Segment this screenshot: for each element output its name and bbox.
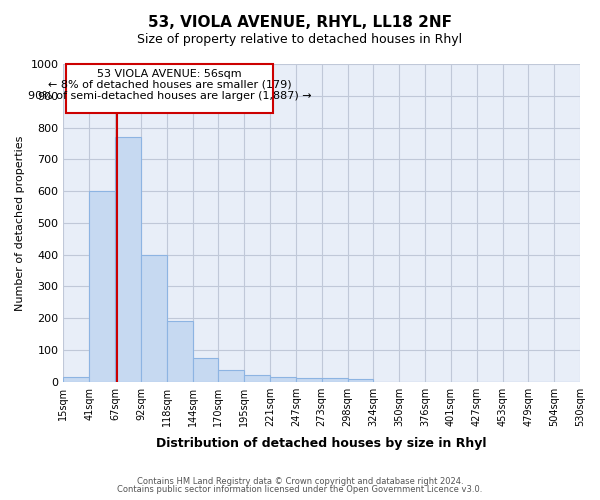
Text: Contains HM Land Registry data © Crown copyright and database right 2024.: Contains HM Land Registry data © Crown c… (137, 477, 463, 486)
Bar (89, 191, 115, 382)
Bar (347, 380, 373, 382)
Text: 53, VIOLA AVENUE, RHYL, LL18 2NF: 53, VIOLA AVENUE, RHYL, LL18 2NF (148, 15, 452, 30)
X-axis label: Distribution of detached houses by size in Rhyl: Distribution of detached houses by size … (157, 437, 487, 450)
Bar (115, 137, 141, 382)
Bar (167, 322, 193, 382)
Bar (141, 254, 167, 382)
Bar (296, 378, 322, 382)
Text: Size of property relative to detached houses in Rhyl: Size of property relative to detached ho… (137, 32, 463, 46)
Bar (322, 378, 347, 382)
Bar (270, 377, 296, 382)
Bar (64, 377, 89, 382)
Text: 53 VIOLA AVENUE: 56sqm: 53 VIOLA AVENUE: 56sqm (97, 69, 242, 79)
Text: 90% of semi-detached houses are larger (1,887) →: 90% of semi-detached houses are larger (… (28, 91, 311, 101)
Bar (193, 358, 218, 382)
Text: Contains public sector information licensed under the Open Government Licence v3: Contains public sector information licen… (118, 485, 482, 494)
Bar (218, 370, 244, 382)
Bar (66, 64, 272, 113)
Bar (244, 376, 270, 382)
Text: ← 8% of detached houses are smaller (179): ← 8% of detached houses are smaller (179… (47, 80, 291, 90)
Y-axis label: Number of detached properties: Number of detached properties (15, 135, 25, 310)
